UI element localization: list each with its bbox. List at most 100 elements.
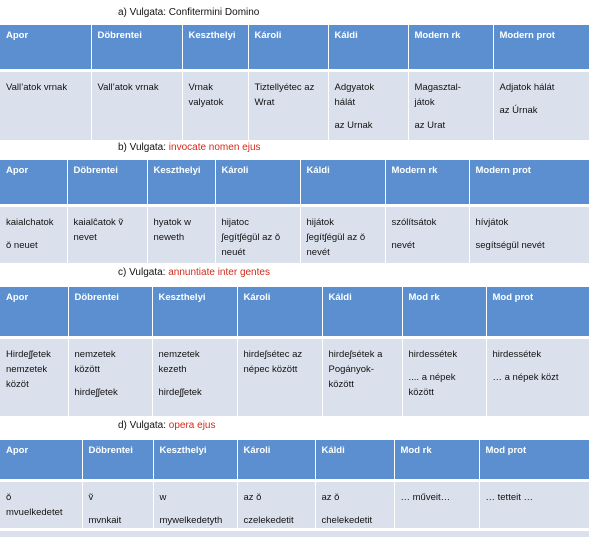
line-gap bbox=[160, 505, 231, 513]
caption-prefix: c) Vulgata: bbox=[118, 267, 169, 278]
table-cell: kaialchatok ǒ neuet bbox=[0, 203, 68, 263]
column-header: Mod rk bbox=[394, 440, 480, 480]
table-row: Hirdeʃʃetek nemzetek közöt nemzetek között hi… bbox=[0, 335, 589, 416]
cell-text: kaialchatok bbox=[6, 216, 54, 228]
cell-text: Adgyatok bbox=[334, 81, 375, 93]
cell-text: valyatok bbox=[188, 96, 224, 108]
cell-text: Magasztal- bbox=[414, 81, 461, 93]
column-header: Károli bbox=[248, 25, 329, 70]
cell-text: az Urat bbox=[414, 119, 446, 131]
table-row: ǒ mvuelkedetet ṽ mvnkait w mywelkedetyth az ǒ c… bbox=[0, 478, 589, 528]
cell-text: Vall’atok vrnak bbox=[6, 81, 68, 93]
table-row: kaialchatok ǒ neuet kaialĉatok ṽ nevet hyato… bbox=[0, 203, 589, 263]
table-cell: Adgyatok hálát az Urnak bbox=[328, 68, 409, 140]
cell-text: szólítsátok bbox=[391, 216, 437, 228]
column-header: Apor bbox=[0, 440, 83, 480]
cell-text: hirdeʃʃetek bbox=[74, 386, 118, 398]
cell-text: hirdeʃsétek a bbox=[328, 348, 383, 360]
cell-text: nemzetek bbox=[6, 363, 48, 375]
table-cell: hirdessétek … a népek közt bbox=[486, 335, 589, 416]
column-header: Döbrentei bbox=[91, 25, 183, 70]
line-gap bbox=[500, 95, 584, 103]
table-cell: hijátok ʃegítʃégül az ǒ nevét bbox=[300, 203, 386, 263]
cell-text: nemzetek bbox=[74, 348, 116, 360]
line-gap bbox=[244, 505, 309, 513]
cell-text: … műveit… bbox=[400, 491, 451, 503]
cell-text: hívjátok bbox=[475, 216, 509, 228]
column-header: Döbrentei bbox=[82, 440, 154, 480]
column-header: Keszthelyi bbox=[147, 160, 216, 205]
column-header: Károli bbox=[237, 440, 316, 480]
table-cell: ṽ mvnkait bbox=[82, 478, 154, 528]
column-header: Modern rk bbox=[385, 160, 470, 205]
table-cell: Vall’atok vrnak bbox=[0, 68, 92, 140]
header-row: Apor Döbrentei Keszthelyi Károli Káldi Mod rk… bbox=[0, 287, 589, 337]
column-header: Apor bbox=[0, 160, 68, 205]
cell-text: neweth bbox=[153, 231, 185, 243]
cell-text: hirdessétek bbox=[492, 348, 542, 360]
line-gap bbox=[476, 230, 584, 238]
cell-text: hijátok bbox=[306, 216, 334, 228]
caption-prefix: d) Vulgata: bbox=[118, 420, 169, 431]
table-a-caption: a) Vulgata: Confitermini Domino bbox=[118, 7, 259, 18]
column-header: Modern prot bbox=[493, 25, 589, 70]
column-header: Modern prot bbox=[469, 160, 589, 205]
column-header: Apor bbox=[0, 287, 69, 337]
bottom-strip bbox=[0, 531, 589, 537]
table-cell: hirdeʃsétek a Pogányok-között bbox=[322, 335, 403, 416]
column-header: Károli bbox=[237, 287, 323, 337]
cell-text: mywelkedetyth bbox=[159, 514, 223, 526]
cell-text: hirdessétek bbox=[408, 348, 458, 360]
cell-text: ʃegítʃégül az ǒ bbox=[306, 231, 366, 243]
table-b-caption: b) Vulgata: invocate nomen ejus bbox=[118, 142, 261, 153]
line-gap bbox=[159, 377, 231, 385]
cell-text: Vall’atok vrnak bbox=[97, 81, 159, 93]
table-d-caption: d) Vulgata: opera ejus bbox=[118, 420, 215, 431]
cell-text: kaialĉatok ṽ bbox=[73, 216, 124, 228]
caption-latin: opera ejus bbox=[168, 420, 216, 431]
table-cell: Vrnak valyatok bbox=[182, 68, 249, 140]
cell-text: chelekedetit bbox=[321, 514, 373, 526]
header-row: Apor Döbrentei Keszthelyi Károli Káldi Mod rk… bbox=[0, 440, 589, 480]
column-header: Apor bbox=[0, 25, 92, 70]
cell-text: között bbox=[328, 378, 354, 390]
cell-text: Hirdeʃʃetek bbox=[6, 348, 51, 360]
cell-text: czelekedetit bbox=[243, 514, 294, 526]
table-c-caption: c) Vulgata: annuntiate inter gentes bbox=[118, 267, 270, 278]
table-cell: Magasztal-játok az Urat bbox=[408, 68, 494, 140]
cell-text: az Urnak bbox=[334, 119, 373, 131]
cell-text: hyatok w bbox=[153, 216, 192, 228]
cell-text: között bbox=[74, 363, 100, 375]
column-header: Keszthelyi bbox=[182, 25, 249, 70]
line-gap bbox=[335, 110, 402, 118]
column-header: Káldi bbox=[300, 160, 386, 205]
cell-text: … a népek közt bbox=[492, 371, 559, 383]
line-gap bbox=[493, 362, 584, 370]
line-gap bbox=[409, 362, 480, 370]
table-c: Apor Döbrentei Keszthelyi Károli Káldi Mod rk… bbox=[0, 287, 589, 416]
table-cell: hijatoc ʃegítʃégül az ǒ neuét bbox=[215, 203, 301, 263]
table-cell: Hirdeʃʃetek nemzetek közöt bbox=[0, 335, 69, 416]
table-cell: hirdeʃsétec az népec között bbox=[237, 335, 323, 416]
column-header: Keszthelyi bbox=[153, 440, 238, 480]
column-header: Döbrentei bbox=[68, 287, 153, 337]
line-gap bbox=[89, 505, 147, 513]
header-row: Apor Döbrentei Keszthelyi Károli Káldi Modern… bbox=[0, 160, 589, 205]
cell-text: hirdeʃʃetek bbox=[158, 386, 202, 398]
table-cell: hyatok w neweth bbox=[147, 203, 216, 263]
table-cell: az ǒ czelekedetit bbox=[237, 478, 316, 528]
cell-text: hijatoc bbox=[221, 216, 249, 228]
column-header: Káldi bbox=[322, 287, 403, 337]
cell-text: Pogányok- bbox=[328, 363, 374, 375]
cell-text: kezeth bbox=[158, 363, 187, 375]
column-header: Károli bbox=[215, 160, 301, 205]
table-cell: kaialĉatok ṽ nevet bbox=[67, 203, 148, 263]
table-cell: w mywelkedetyth bbox=[153, 478, 238, 528]
cell-text: között bbox=[408, 386, 434, 398]
cell-text: … tetteit … bbox=[485, 491, 534, 503]
cell-text: Adjatok hálát bbox=[499, 81, 555, 93]
line-gap bbox=[415, 110, 487, 118]
cell-text: mvnkait bbox=[88, 514, 122, 526]
column-header: Mod rk bbox=[402, 287, 487, 337]
table-cell: az ǒ chelekedetit bbox=[315, 478, 395, 528]
